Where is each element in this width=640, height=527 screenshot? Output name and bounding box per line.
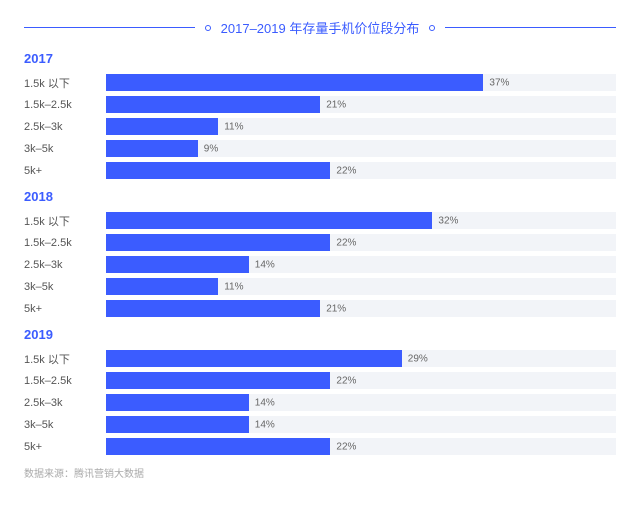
bar-fill (106, 140, 198, 157)
bar-track: 21% (106, 300, 616, 317)
bar-row: 3k–5k 9% (24, 140, 616, 157)
bar-row: 1.5k–2.5k 21% (24, 96, 616, 113)
category-label: 5k+ (24, 441, 106, 453)
chart-title: 2017–2019 年存量手机价位段分布 (221, 18, 420, 37)
bar-value-label: 37% (489, 77, 509, 88)
bar-fill (106, 118, 218, 135)
bar-value-label: 22% (336, 375, 356, 386)
bar-fill (106, 394, 249, 411)
bar-fill (106, 162, 330, 179)
bar-row: 5k+ 22% (24, 438, 616, 455)
bar-row: 2.5k–3k 14% (24, 394, 616, 411)
bar-value-label: 9% (204, 143, 218, 154)
bar-row: 1.5k–2.5k 22% (24, 372, 616, 389)
year-block: 2018 1.5k 以下 32% 1.5k–2.5k 22% 2.5k–3k 14% 3k–5… (24, 189, 616, 317)
category-label: 1.5k 以下 (24, 75, 106, 91)
category-label: 3k–5k (24, 419, 106, 431)
bar-track: 22% (106, 234, 616, 251)
year-label: 2018 (24, 189, 616, 204)
bar-value-label: 21% (326, 99, 346, 110)
category-label: 2.5k–3k (24, 121, 106, 133)
bar-value-label: 11% (224, 121, 243, 132)
bar-row: 3k–5k 11% (24, 278, 616, 295)
bar-track: 14% (106, 256, 616, 273)
bar-fill (106, 256, 249, 273)
bar-fill (106, 416, 249, 433)
bar-track: 22% (106, 162, 616, 179)
bar-row: 3k–5k 14% (24, 416, 616, 433)
bar-value-label: 22% (336, 237, 356, 248)
bar-fill (106, 350, 402, 367)
bar-row: 1.5k 以下 32% (24, 212, 616, 229)
category-label: 3k–5k (24, 281, 106, 293)
bar-fill (106, 300, 320, 317)
bar-row: 5k+ 22% (24, 162, 616, 179)
bar-value-label: 29% (408, 353, 428, 364)
title-bullet-left-icon (205, 25, 211, 31)
bar-value-label: 14% (255, 419, 275, 430)
bar-row: 1.5k 以下 29% (24, 350, 616, 367)
bar-row: 1.5k 以下 37% (24, 74, 616, 91)
bar-value-label: 14% (255, 397, 275, 408)
bar-fill (106, 212, 432, 229)
bar-row: 1.5k–2.5k 22% (24, 234, 616, 251)
category-label: 5k+ (24, 303, 106, 315)
bar-fill (106, 234, 330, 251)
chart-body: 20171.5k 以下37%1.5k–2.5k21%2.5k–3k11%3k–5… (24, 51, 616, 455)
category-label: 2.5k–3k (24, 259, 106, 271)
category-label: 1.5k–2.5k (24, 99, 106, 111)
bar-track: 11% (106, 118, 616, 135)
bar-fill (106, 438, 330, 455)
year-label: 2017 (24, 51, 616, 66)
bar-value-label: 32% (438, 215, 458, 226)
bar-track: 37% (106, 74, 616, 91)
bar-track: 21% (106, 96, 616, 113)
bar-track: 14% (106, 394, 616, 411)
bar-value-label: 22% (336, 165, 356, 176)
bar-value-label: 14% (255, 259, 275, 270)
bar-track: 32% (106, 212, 616, 229)
year-label: 2019 (24, 327, 616, 342)
category-label: 1.5k–2.5k (24, 375, 106, 387)
bar-row: 2.5k–3k 11% (24, 118, 616, 135)
bar-value-label: 21% (326, 303, 346, 314)
category-label: 1.5k 以下 (24, 351, 106, 367)
category-label: 1.5k–2.5k (24, 237, 106, 249)
bar-value-label: 11% (224, 281, 243, 292)
bar-track: 14% (106, 416, 616, 433)
bar-fill (106, 278, 218, 295)
year-block: 20191.5k 以下29%1.5k–2.5k22%2.5k–3k14%3k–5… (24, 327, 616, 455)
bar-track: 9% (106, 140, 616, 157)
bar-track: 22% (106, 438, 616, 455)
category-label: 1.5k 以下 (24, 213, 106, 229)
bar-fill (106, 372, 330, 389)
title-rule-left (24, 27, 195, 28)
bar-track: 29% (106, 350, 616, 367)
title-rule-right (445, 27, 616, 28)
bar-track: 22% (106, 372, 616, 389)
bar-row: 2.5k–3k 14% (24, 256, 616, 273)
bar-row: 5k+ 21% (24, 300, 616, 317)
bar-fill (106, 96, 320, 113)
category-label: 5k+ (24, 165, 106, 177)
category-label: 3k–5k (24, 143, 106, 155)
title-bullet-right-icon (429, 25, 435, 31)
chart-title-row: 2017–2019 年存量手机价位段分布 (24, 18, 616, 37)
bar-track: 11% (106, 278, 616, 295)
year-block: 2017 1.5k 以下 37% 1.5k–2.5k 21% 2.5k–3k 11% 3k–5… (24, 51, 616, 179)
bar-fill (106, 74, 483, 91)
data-source-label: 数据来源：腾讯营销大数据 (24, 465, 616, 480)
category-label: 2.5k–3k (24, 397, 106, 409)
bar-value-label: 22% (336, 441, 356, 452)
